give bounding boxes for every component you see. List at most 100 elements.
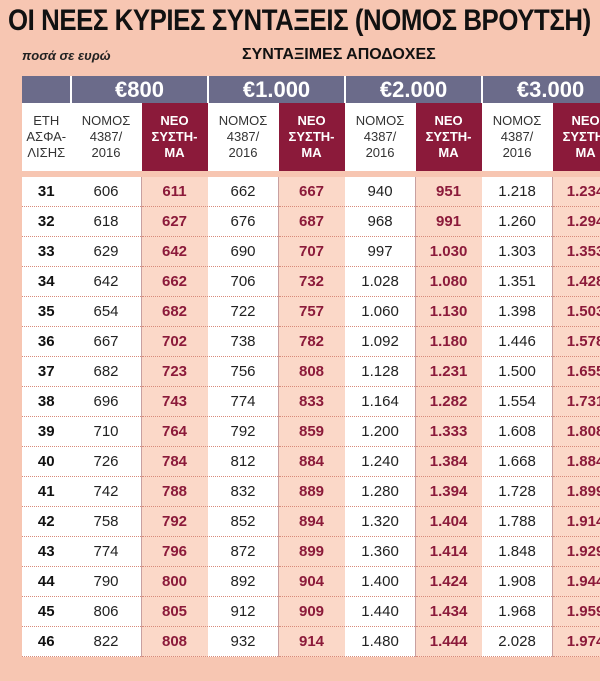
years-cell: 35 [22, 296, 71, 327]
page-title: ΟΙ ΝΕΕΣ ΚΥΡΙΕΣ ΣΥΝΤΑΞΕΙΣ (ΝΟΜΟΣ ΒΡΟΥΤΣΗ) [8, 4, 591, 37]
new-system-cell: 914 [277, 626, 346, 657]
new-system-cell: 1.282 [414, 386, 483, 417]
pension-table: €800 €1.000 €2.000 €3.000 ΕΤΗ ΑΣΦΑ- ΛΙΣΗΣ Ν… [22, 76, 600, 657]
years-cell: 34 [22, 266, 71, 297]
new-system-cell: 1.899 [551, 476, 600, 507]
old-law-cell: 756 [207, 356, 279, 387]
new-system-header-line: ΜΑ [438, 145, 459, 160]
old-law-cell: 1.303 [481, 236, 553, 267]
new-system-cell: 627 [140, 206, 209, 237]
old-law-header-line: 2016 [502, 145, 532, 160]
old-law-cell: 1.480 [344, 626, 416, 657]
years-header-line: ΛΙΣΗΣ [27, 145, 66, 160]
old-law-header-line: 4387/ [89, 129, 123, 144]
new-system-cell: 889 [277, 476, 346, 507]
old-law-header-line: ΝΟΜΟΣ [218, 113, 268, 128]
old-law-cell: 1.608 [481, 416, 553, 447]
old-law-cell: 1.060 [344, 296, 416, 327]
new-system-cell: 808 [277, 356, 346, 387]
old-law-cell: 1.728 [481, 476, 553, 507]
new-system-cell: 1.404 [414, 506, 483, 537]
old-law-cell: 1.554 [481, 386, 553, 417]
old-law-cell: 940 [344, 177, 416, 207]
new-system-cell: 894 [277, 506, 346, 537]
years-cell: 36 [22, 326, 71, 357]
years-cell: 43 [22, 536, 71, 567]
years-cell: 41 [22, 476, 71, 507]
new-system-cell: 1.944 [551, 566, 600, 597]
years-cell: 45 [22, 596, 71, 627]
old-law-cell: 1.218 [481, 177, 553, 207]
new-system-header-line: ΜΑ [575, 145, 596, 160]
old-law-cell: 1.908 [481, 566, 553, 597]
new-system-cell: 1.414 [414, 536, 483, 567]
new-system-cell: 800 [140, 566, 209, 597]
new-system-cell: 1.884 [551, 446, 600, 477]
band-blank [22, 76, 72, 103]
new-system-cell: 792 [140, 506, 209, 537]
old-law-cell: 722 [207, 296, 279, 327]
old-law-cell: 642 [70, 266, 141, 297]
old-law-cell: 1.788 [481, 506, 553, 537]
years-header: ΕΤΗ ΑΣΦΑ- ΛΙΣΗΣ [22, 103, 72, 171]
new-system-cell: 757 [277, 296, 346, 327]
old-law-header-line: 2016 [365, 145, 395, 160]
new-system-cell: 642 [140, 236, 209, 267]
old-law-cell: 774 [207, 386, 279, 417]
old-law-cell: 1.164 [344, 386, 416, 417]
new-system-cell: 723 [140, 356, 209, 387]
years-cell: 46 [22, 626, 71, 657]
new-system-header-line: ΝΕΟ [297, 113, 326, 128]
old-law-header-line: 2016 [228, 145, 258, 160]
old-law-cell: 1.968 [481, 596, 553, 627]
new-system-cell: 732 [277, 266, 346, 297]
old-law-cell: 832 [207, 476, 279, 507]
old-law-cell: 806 [70, 596, 141, 627]
old-law-cell: 790 [70, 566, 141, 597]
new-system-cell: 1.503 [551, 296, 600, 327]
old-law-cell: 726 [70, 446, 141, 477]
old-law-cell: 1.351 [481, 266, 553, 297]
old-law-cell: 662 [207, 177, 279, 207]
old-law-cell: 1.360 [344, 536, 416, 567]
new-system-cell: 1.974 [551, 626, 600, 657]
old-law-header-line: 4387/ [500, 129, 534, 144]
old-law-cell: 758 [70, 506, 141, 537]
old-law-cell: 696 [70, 386, 141, 417]
old-law-cell: 892 [207, 566, 279, 597]
years-header-line: ΑΣΦΑ- [26, 129, 67, 144]
new-system-cell: 707 [277, 236, 346, 267]
old-law-header: ΝΟΜΟΣ 4387/2016 [71, 103, 142, 171]
new-system-cell: 788 [140, 476, 209, 507]
new-system-cell: 611 [140, 177, 209, 207]
years-cell: 37 [22, 356, 71, 387]
new-system-cell: 1.080 [414, 266, 483, 297]
new-system-header-line: ΣΥΣΤΗ- [288, 129, 335, 144]
old-law-cell: 1.128 [344, 356, 416, 387]
old-law-cell: 706 [207, 266, 279, 297]
new-system-cell: 1.428 [551, 266, 600, 297]
old-law-cell: 912 [207, 596, 279, 627]
years-cell: 31 [22, 177, 71, 207]
new-system-header-line: ΣΥΣΤΗ- [562, 129, 600, 144]
old-law-cell: 968 [344, 206, 416, 237]
years-cell: 32 [22, 206, 71, 237]
new-system-cell: 1.234 [551, 177, 600, 207]
old-law-header-line: 2016 [91, 145, 121, 160]
old-law-cell: 997 [344, 236, 416, 267]
table-body: 316066116626679409511.2181.2343261862767… [22, 171, 600, 657]
new-system-cell: 1.731 [551, 386, 600, 417]
new-system-cell: 951 [414, 177, 483, 207]
new-system-cell: 1.353 [551, 236, 600, 267]
